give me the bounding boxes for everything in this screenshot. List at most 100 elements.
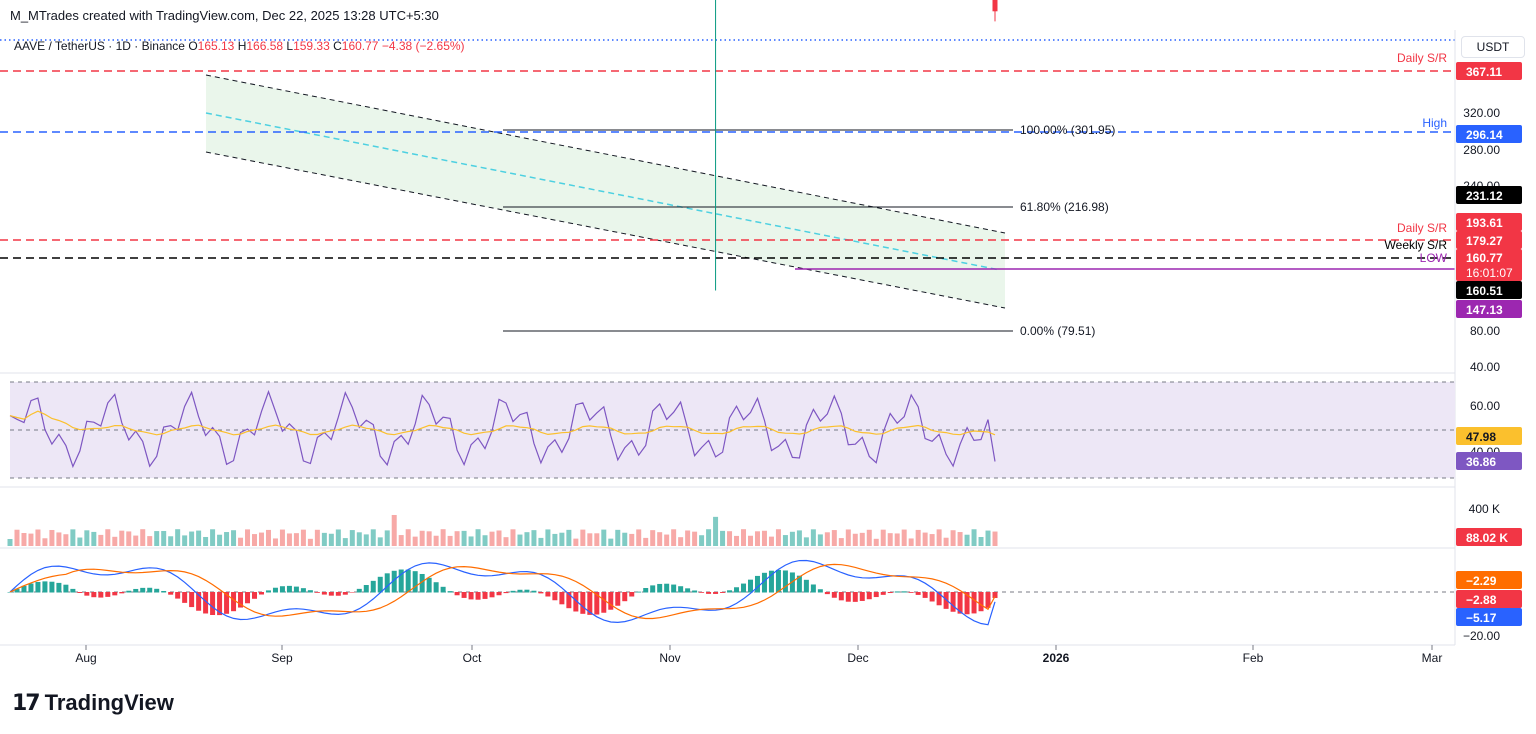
macd-hist-bar bbox=[538, 592, 544, 594]
volume-bar bbox=[706, 529, 712, 546]
macd-hist-bar bbox=[908, 592, 914, 593]
volume-bar bbox=[70, 529, 76, 546]
macd-hist-bar bbox=[957, 592, 963, 614]
volume-bar bbox=[887, 533, 893, 546]
macd-hist-bar bbox=[838, 592, 844, 601]
macd-hist-bar bbox=[887, 592, 893, 594]
macd-hist-bar bbox=[566, 592, 572, 609]
volume-bar bbox=[496, 530, 502, 546]
volume-bar bbox=[971, 529, 977, 546]
volume-bar bbox=[370, 529, 376, 546]
macd-hist-bar bbox=[265, 590, 271, 593]
volume-bar bbox=[524, 532, 530, 546]
macd-hist-bar bbox=[412, 571, 418, 593]
volume-bar bbox=[398, 535, 404, 546]
macd-hist-bar bbox=[852, 592, 858, 602]
macd-hist-bar bbox=[657, 583, 663, 593]
macd-hist-bar bbox=[182, 592, 188, 603]
volume-bar bbox=[573, 538, 579, 546]
volume-bar bbox=[789, 531, 795, 546]
volume-bar bbox=[545, 529, 551, 546]
volume-bar bbox=[775, 529, 781, 546]
volume-bar bbox=[915, 529, 921, 546]
volume-bar bbox=[559, 532, 565, 546]
volume-bar bbox=[461, 530, 467, 546]
macd-hist-bar bbox=[754, 575, 760, 593]
macd-hist-bar bbox=[699, 592, 705, 593]
macd-hist-bar bbox=[349, 592, 355, 593]
volume-bar bbox=[636, 529, 642, 546]
volume-bar bbox=[231, 530, 237, 546]
volume-bar bbox=[810, 529, 816, 546]
macd-hist-bar bbox=[782, 570, 788, 593]
macd-hist-bar bbox=[671, 584, 677, 593]
macd-hist-bar bbox=[300, 588, 306, 593]
macd-hist-bar bbox=[119, 592, 125, 594]
volume-bar bbox=[91, 531, 97, 546]
level-label-3: Weekly S/R bbox=[1385, 238, 1448, 252]
volume-bar bbox=[580, 529, 586, 546]
macd-hist-bar bbox=[636, 591, 642, 593]
macd-signal-badge: −2.29 bbox=[1466, 574, 1497, 588]
macd-hist-bar bbox=[594, 592, 600, 615]
macd-hist-bar bbox=[84, 592, 90, 596]
badge-147-bg bbox=[1456, 300, 1522, 318]
macd-signal-badge-bg bbox=[1456, 571, 1522, 589]
volume-bar bbox=[608, 538, 614, 546]
volume-bar bbox=[42, 538, 48, 546]
badge-179: 179.27 bbox=[1466, 234, 1503, 248]
volume-bar bbox=[950, 530, 956, 546]
macd-hist-bar bbox=[741, 583, 747, 593]
volume-bar bbox=[133, 535, 139, 546]
volume-bar bbox=[922, 532, 928, 546]
volume-bar bbox=[552, 533, 558, 546]
badge-367-bg bbox=[1456, 62, 1522, 80]
macd-hist-bar bbox=[761, 572, 767, 593]
tradingview-brand-text: TradingView bbox=[44, 690, 174, 715]
volume-bar bbox=[161, 530, 167, 546]
macd-hist-bar bbox=[363, 585, 369, 593]
macd-hist-bar bbox=[964, 592, 970, 615]
volume-bar bbox=[964, 534, 970, 546]
volume-bar bbox=[112, 536, 118, 546]
macd-hist-bar bbox=[252, 592, 258, 599]
macd-line bbox=[9, 559, 996, 626]
volume-bar bbox=[7, 539, 13, 546]
macd-hist-bar bbox=[978, 592, 984, 612]
macd-hist-bar bbox=[608, 592, 614, 610]
volume-bar bbox=[782, 535, 788, 546]
price-tick-1: 280.00 bbox=[1463, 143, 1500, 157]
volume-bar bbox=[824, 532, 830, 546]
macd-hist-bar bbox=[461, 592, 467, 598]
volume-bar bbox=[98, 534, 104, 546]
price-badge-1: 193.61 bbox=[1466, 216, 1503, 230]
currency-unit-label[interactable]: USDT bbox=[1461, 36, 1525, 58]
macd-hist-bar bbox=[161, 590, 167, 593]
volume-bar bbox=[873, 538, 879, 546]
badge-current-bg bbox=[1456, 249, 1522, 281]
volume-bar bbox=[985, 530, 991, 546]
volume-bar bbox=[447, 535, 453, 546]
volume-bar bbox=[433, 535, 439, 546]
volume-bar bbox=[258, 532, 264, 546]
macd-hist-bar bbox=[293, 586, 299, 593]
volume-bar bbox=[28, 533, 34, 546]
volume-bar bbox=[265, 529, 271, 546]
volume-group bbox=[7, 514, 998, 546]
macd-hist-bar bbox=[286, 585, 292, 593]
macd-hist-bar bbox=[307, 590, 313, 593]
volume-bar bbox=[678, 537, 684, 546]
macd-hist-bar bbox=[950, 592, 956, 612]
macd-hist-bar bbox=[28, 583, 34, 593]
volume-bar bbox=[35, 529, 41, 546]
macd-hist-bar bbox=[922, 592, 928, 598]
macd-hist-bar bbox=[650, 585, 656, 593]
time-tick-0: Aug bbox=[75, 651, 96, 665]
time-tick-5: 2026 bbox=[1043, 651, 1070, 665]
macd-hist-bar bbox=[314, 592, 320, 593]
macd-hist-bar bbox=[384, 573, 390, 593]
volume-bar bbox=[594, 533, 600, 546]
badge-147: 147.13 bbox=[1466, 303, 1503, 317]
volume-bar bbox=[908, 538, 914, 546]
